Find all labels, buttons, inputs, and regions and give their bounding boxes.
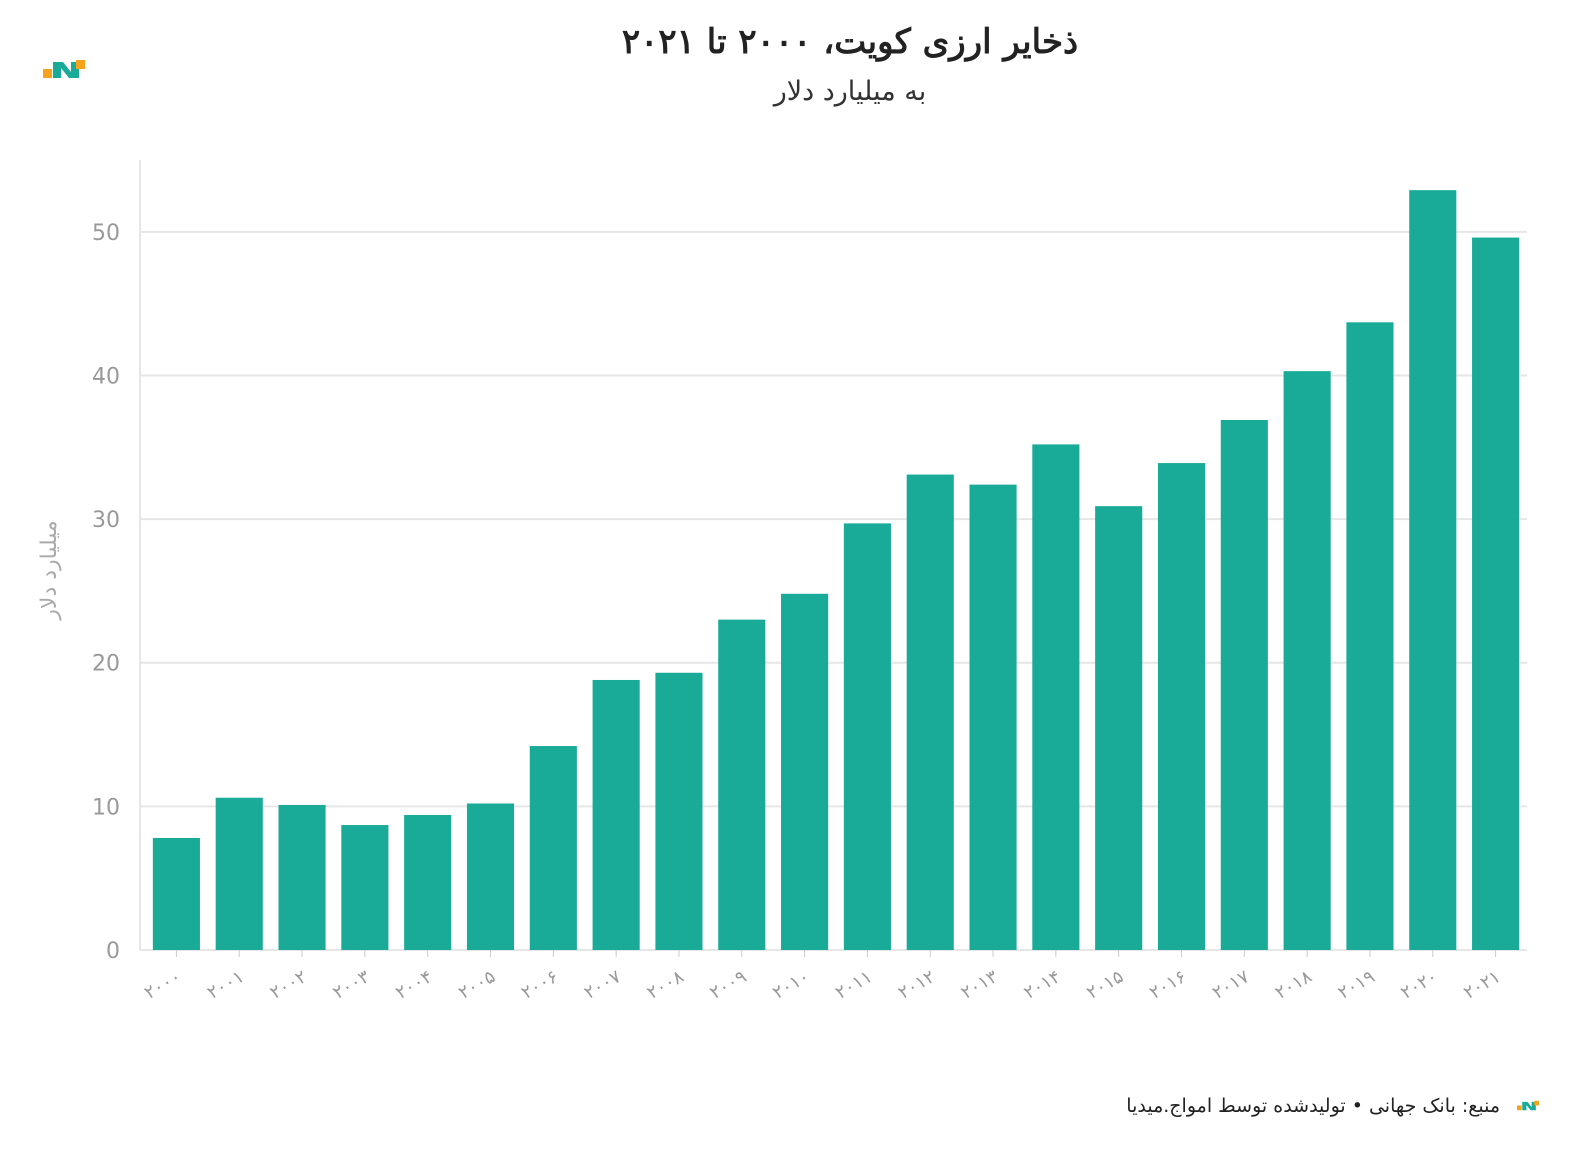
y-tick-label: 20 bbox=[92, 652, 120, 677]
bar-20 bbox=[1409, 190, 1457, 950]
brand-logo-small-icon bbox=[1517, 1100, 1539, 1111]
bar-8 bbox=[655, 672, 703, 950]
bar-3 bbox=[341, 825, 389, 950]
x-tick-label: ۲۰۰۸ bbox=[643, 966, 687, 1004]
x-tick-label: ۲۰۰۰ bbox=[141, 966, 185, 1004]
y-axis-label: میلیارد دلار bbox=[37, 520, 62, 620]
x-tick-labels: ۲۰۰۰ ۲۰۰۱ ۲۰۰۲ ۲۰۰۳ ۲۰۰۴ ۲۰۰۵ ۲۰۰۶ ۲۰۰۷ ۲۰۰۸ ۲۰۰۹… bbox=[141, 950, 1504, 1004]
bar-13 bbox=[969, 484, 1017, 950]
x-tick-label: ۲۰۱۵ bbox=[1083, 966, 1127, 1004]
bar-12 bbox=[906, 474, 954, 950]
bar-18 bbox=[1283, 371, 1331, 950]
chart-title: ذخایر ارزی کویت، ۲۰۰۰ تا ۲۰۲۱ bbox=[621, 22, 1079, 62]
bar-17 bbox=[1220, 419, 1268, 950]
brand-logo-icon bbox=[43, 60, 85, 78]
bar-5 bbox=[466, 803, 515, 950]
x-tick-label: ۲۰۱۱ bbox=[832, 966, 876, 1004]
x-tick-label: ۲۰۰۶ bbox=[518, 966, 562, 1004]
x-tick-label: ۲۰۱۲ bbox=[895, 966, 939, 1004]
x-tick-label: ۲۰۱۶ bbox=[1146, 966, 1190, 1004]
x-tick-label: ۲۰۰۱ bbox=[204, 966, 248, 1004]
chart-subtitle: به میلیارد دلار bbox=[773, 76, 927, 107]
bar-0 bbox=[152, 837, 200, 950]
bar-4 bbox=[404, 814, 452, 950]
x-tick-label: ۲۰۱۳ bbox=[958, 966, 1002, 1004]
bar-19 bbox=[1346, 322, 1394, 950]
y-tick-label: 50 bbox=[92, 221, 120, 246]
x-tick-label: ۲۰۰۳ bbox=[329, 966, 373, 1004]
x-tick-label: ۲۰۱۴ bbox=[1020, 966, 1064, 1004]
x-tick-label: ۲۰۰۲ bbox=[267, 966, 311, 1004]
bars bbox=[152, 190, 1520, 951]
x-tick-label: ۲۰۱۷ bbox=[1209, 966, 1253, 1004]
bar-10 bbox=[781, 593, 829, 950]
x-tick-label: ۲۰۱۸ bbox=[1272, 966, 1316, 1004]
x-tick-label: ۲۰۱۹ bbox=[1334, 966, 1378, 1004]
bar-1 bbox=[215, 797, 263, 950]
x-tick-label: ۲۰۰۵ bbox=[455, 966, 499, 1004]
bar-21 bbox=[1472, 237, 1520, 951]
y-tick-label: 0 bbox=[106, 939, 120, 964]
bar-16 bbox=[1157, 463, 1206, 950]
y-tick-label: 10 bbox=[92, 795, 120, 820]
bar-11 bbox=[843, 523, 891, 950]
bar-6 bbox=[529, 746, 577, 950]
bar-2 bbox=[278, 804, 326, 950]
x-tick-label: ۲۰۰۴ bbox=[392, 966, 436, 1004]
y-tick-label: 30 bbox=[92, 508, 120, 533]
x-tick-label: ۲۰۲۱ bbox=[1460, 966, 1504, 1004]
source-footer: منبع: بانک جهانی • تولیدشده توسط امواج.م… bbox=[1126, 1095, 1500, 1117]
x-tick-label: ۲۰۱۰ bbox=[769, 966, 813, 1004]
y-tick-labels: 0 10 20 30 40 50 bbox=[92, 221, 120, 964]
bar-7 bbox=[592, 679, 640, 950]
bar-15 bbox=[1095, 506, 1143, 950]
x-tick-label: ۲۰۰۷ bbox=[581, 966, 625, 1004]
y-tick-label: 40 bbox=[92, 364, 120, 389]
bar-9 bbox=[718, 619, 766, 950]
bar-14 bbox=[1032, 444, 1080, 950]
x-tick-label: ۲۰۰۹ bbox=[706, 966, 750, 1004]
x-tick-label: ۲۰۲۰ bbox=[1397, 966, 1441, 1004]
